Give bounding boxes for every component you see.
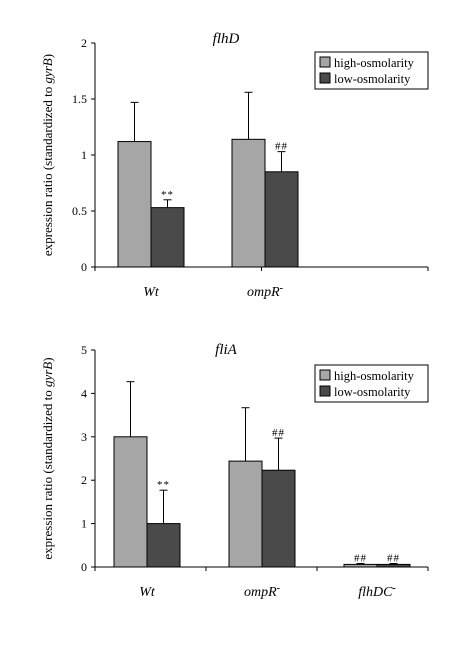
- y-axis-label-part: ): [40, 54, 55, 58]
- y-axis-label: expression ratio (standardized to gyrB): [40, 357, 55, 559]
- y-tick-label: 4: [81, 386, 87, 400]
- y-tick-label: 1: [81, 148, 87, 162]
- category-superscript: -: [392, 583, 395, 594]
- category-superscript: -: [280, 283, 283, 294]
- legend-box: [314, 364, 429, 403]
- bar-low: [261, 469, 296, 568]
- y-tick-label: 0: [81, 260, 87, 274]
- category-superscript: -: [277, 583, 280, 594]
- y-axis-label-part: gyrB: [40, 362, 55, 387]
- significance-mark: ##: [354, 553, 367, 565]
- category-name: ompR: [244, 585, 277, 600]
- legend-swatch-low: [319, 385, 331, 397]
- significance-mark: ##: [275, 141, 288, 153]
- category-name: ompR: [247, 285, 280, 300]
- category-label: ompR-: [247, 283, 283, 300]
- category-name: Wt: [139, 585, 156, 600]
- y-tick-label: 1.5: [72, 92, 87, 106]
- y-tick-label: 0.5: [72, 204, 87, 218]
- y-axis-label: expression ratio (standardized to gyrB): [40, 54, 55, 256]
- y-tick-label: 2: [81, 36, 87, 50]
- y-tick-label: 2: [81, 473, 87, 487]
- bar-low: [376, 563, 411, 568]
- legend-label: low-osmolarity: [334, 385, 411, 399]
- category-label: Wt: [143, 285, 160, 300]
- bar-low: [264, 171, 299, 268]
- legend-label: high-osmolarity: [334, 56, 415, 70]
- bar-low: [150, 207, 185, 268]
- significance-mark: ##: [272, 427, 285, 439]
- legend-box: [314, 51, 429, 90]
- legend-swatch-high: [319, 369, 331, 381]
- y-tick-label: 5: [81, 343, 87, 357]
- category-label: Wt: [139, 585, 156, 600]
- y-tick-label: 0: [81, 560, 87, 574]
- bar-low: [146, 523, 181, 568]
- significance-mark: ##: [387, 553, 400, 565]
- bar-high: [117, 141, 152, 268]
- significance-mark: **: [161, 189, 174, 201]
- bar-high: [343, 563, 378, 568]
- category-name: flhDC: [358, 585, 393, 600]
- y-axis-label-part: expression ratio (standardized to: [40, 387, 55, 560]
- y-tick-label: 1: [81, 517, 87, 531]
- category-label: ompR-: [244, 583, 280, 600]
- bar-high: [113, 436, 148, 568]
- y-axis-label-part: ): [40, 357, 55, 361]
- bar-high: [228, 460, 263, 568]
- legend-label: low-osmolarity: [334, 72, 411, 86]
- y-tick-label: 3: [81, 430, 87, 444]
- legend-swatch-high: [319, 56, 331, 68]
- legend-swatch-low: [319, 72, 331, 84]
- legend-label: high-osmolarity: [334, 369, 415, 383]
- category-label: flhDC-: [358, 583, 396, 600]
- category-name: Wt: [143, 285, 160, 300]
- chart-title: flhD: [213, 31, 240, 47]
- bar-high: [231, 138, 266, 268]
- chart-title: fliA: [215, 342, 238, 358]
- y-axis-label-part: gyrB: [40, 58, 55, 83]
- y-axis-label-part: expression ratio (standardized to: [40, 84, 55, 257]
- significance-mark: **: [157, 479, 170, 491]
